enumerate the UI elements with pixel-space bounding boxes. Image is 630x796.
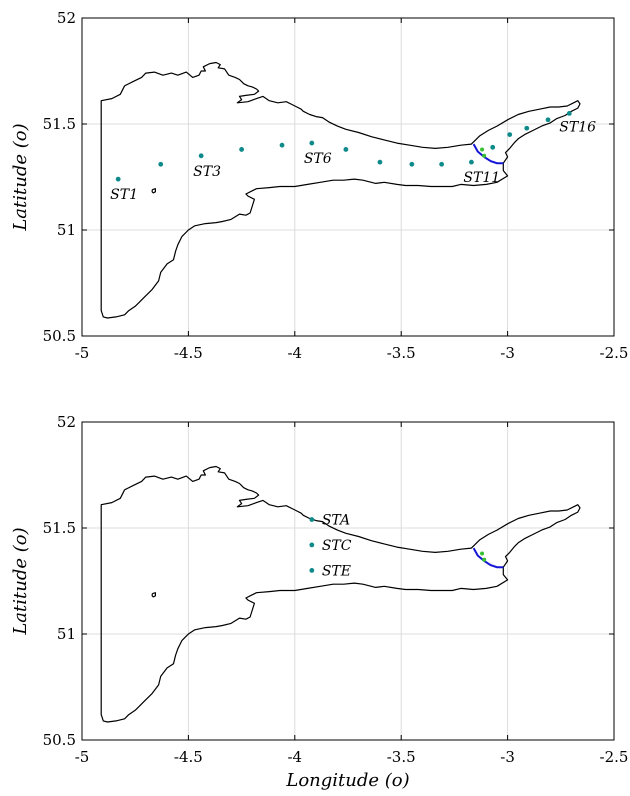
x-tick-label: -3.5 — [387, 748, 416, 766]
boundary-point — [482, 153, 487, 158]
station-point — [279, 142, 285, 148]
y-tick-label: 52 — [57, 9, 76, 27]
boundary-point — [480, 551, 485, 556]
x-tick-label: -3 — [500, 748, 515, 766]
station-point — [377, 159, 383, 165]
boundary-point — [480, 147, 485, 152]
map-panel-2: -5 -4.5 -4 -3.5 -3 -2.5 50.5 51 51.5 52 STA STC STE L… — [10, 413, 628, 791]
x-tick-label: -5 — [75, 748, 90, 766]
station-point — [545, 117, 551, 123]
x-tick-label: -4.5 — [174, 748, 203, 766]
y-axis-label: Latitude (o) — [10, 527, 31, 635]
station-label: STA — [322, 513, 350, 529]
station-point — [198, 153, 204, 159]
gridlines — [82, 18, 614, 336]
station-label: ST6 — [304, 151, 332, 167]
y-tick-label: 51.5 — [43, 115, 76, 133]
y-tick-label: 51 — [57, 221, 76, 239]
station-point — [409, 161, 415, 167]
station-point — [566, 111, 572, 116]
station-point — [343, 147, 349, 152]
x-tick-label: -5 — [75, 344, 90, 362]
coastline — [100, 61, 581, 319]
axes-frame — [81, 421, 615, 741]
station-point — [309, 568, 315, 573]
x-tick-label: -3.5 — [387, 344, 416, 362]
station-point — [309, 517, 315, 522]
model-boundary-line — [472, 547, 504, 569]
station-point — [469, 159, 474, 165]
y-tick-label: 50.5 — [43, 731, 76, 749]
x-tick-label: -4 — [287, 748, 302, 766]
station-label: ST16 — [559, 119, 596, 135]
station-point — [490, 144, 496, 150]
station-point — [309, 140, 315, 146]
island-outline — [151, 188, 156, 194]
station-label: STC — [322, 538, 352, 554]
station-point — [507, 132, 513, 138]
station-label: STE — [322, 563, 351, 579]
station-point — [158, 161, 164, 167]
station-label: ST11 — [463, 170, 500, 186]
y-tick-label: 50.5 — [43, 327, 76, 345]
station-point — [439, 161, 445, 167]
coastline — [100, 465, 581, 723]
y-tick-label: 51.5 — [43, 519, 76, 537]
x-axis-label: Longitude (o) — [285, 770, 409, 791]
map-panel-1: -5 -4.5 -4 -3.5 -3 -2.5 50.5 51 51.5 52 ST1 ST3 ST6 S… — [10, 9, 628, 362]
y-axis-label: Latitude (o) — [10, 123, 31, 231]
boundary-point — [482, 557, 487, 562]
station-point — [115, 176, 121, 182]
axes-frame — [81, 17, 615, 337]
island-outline — [151, 592, 156, 598]
x-tick-label: -3 — [500, 344, 515, 362]
y-tick-label: 52 — [57, 413, 76, 431]
x-tick-label: -2.5 — [600, 748, 629, 766]
x-tick-label: -2.5 — [600, 344, 629, 362]
station-label: ST3 — [193, 164, 221, 180]
x-tick-label: -4.5 — [174, 344, 203, 362]
y-tick-label: 51 — [57, 625, 76, 643]
station-point — [524, 125, 530, 131]
model-boundary-line — [472, 143, 504, 165]
station-point — [309, 542, 315, 548]
station-label: ST1 — [110, 187, 138, 203]
station-point — [239, 147, 245, 152]
gridlines — [82, 422, 614, 740]
x-tick-label: -4 — [287, 344, 302, 362]
